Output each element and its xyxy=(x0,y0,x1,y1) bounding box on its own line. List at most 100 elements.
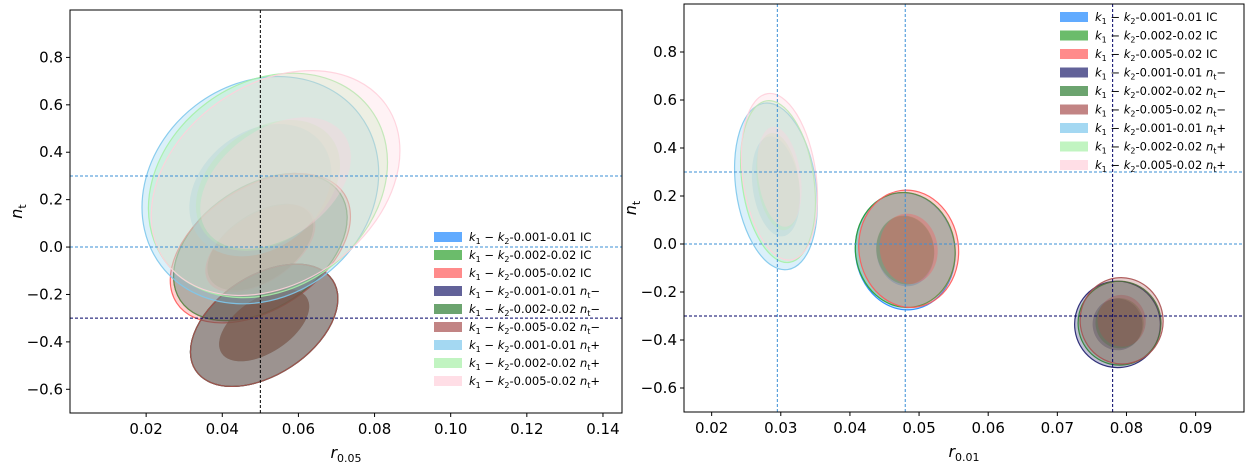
legend-label: k1 − k2-0.002-0.02 IC xyxy=(469,248,591,264)
legend-swatch xyxy=(1060,67,1088,78)
x-tick-label: 0.06 xyxy=(971,419,1004,437)
legend-swatch xyxy=(434,376,462,386)
legend-label: k1 − k2-0.002-0.02 nt− xyxy=(469,302,600,318)
x-tick-label: 0.04 xyxy=(833,419,866,437)
axes-frame xyxy=(683,3,1245,413)
legend-label: k1 − k2-0.005-0.02 nt− xyxy=(1095,103,1226,119)
contour-68 xyxy=(757,126,802,227)
legend-label: k1 − k2-0.005-0.02 IC xyxy=(469,266,591,282)
legend-swatch xyxy=(434,340,462,350)
legend-label: k1 − k2-0.002-0.02 nt+ xyxy=(1095,140,1226,156)
legend-swatch xyxy=(1060,49,1088,59)
y-tick-label: 0.2 xyxy=(653,187,677,205)
x-tick-label: 0.05 xyxy=(902,419,935,437)
x-tick-label: 0.04 xyxy=(206,420,239,438)
chart-panel-2: 0.02 0.03 0.04 0.05 0.06 0.07 0.08 0.09 −0.6 −0.4… xyxy=(621,3,1245,464)
contour-68 xyxy=(219,289,310,362)
contour-series-7 xyxy=(733,102,818,271)
contour-95 xyxy=(733,102,818,271)
y-tick-label: 0.6 xyxy=(653,91,677,109)
legend-swatch xyxy=(434,358,462,368)
y-tick-label: 0.0 xyxy=(39,238,63,256)
contour-series-4 xyxy=(1074,280,1161,369)
y-tick-label: 0.6 xyxy=(39,96,63,114)
legend-swatch xyxy=(1060,104,1088,115)
contour-68 xyxy=(756,133,800,231)
x-tick-label: 0.02 xyxy=(695,419,728,437)
x-axis-label: r0.01 xyxy=(948,442,979,464)
y-tick-label: −0.2 xyxy=(641,283,677,301)
legend-swatch xyxy=(1060,160,1088,170)
y-tick-label: 0.0 xyxy=(653,235,677,253)
contour-95 xyxy=(740,100,816,264)
contour-95 xyxy=(169,172,352,324)
y-tick-label: 0.8 xyxy=(653,43,677,61)
legend-label: k1 − k2-0.001-0.01 nt+ xyxy=(469,338,600,354)
x-tick-label: 0.06 xyxy=(282,420,315,438)
contour-68 xyxy=(1097,294,1146,347)
x-axis-label: r0.05 xyxy=(330,443,361,464)
contour-series-9 xyxy=(740,92,819,261)
legend-swatch xyxy=(1060,141,1088,152)
legend-swatch xyxy=(434,322,462,332)
legend-label: k1 − k2-0.002-0.02 IC xyxy=(1095,29,1217,45)
x-tick-label: 0.10 xyxy=(434,420,467,438)
contour-68 xyxy=(195,119,340,251)
y-tick-label: 0.4 xyxy=(39,143,63,161)
contour-68 xyxy=(879,213,938,284)
y-tick-label: −0.6 xyxy=(641,379,677,397)
x-tick-label: 0.12 xyxy=(510,420,543,438)
x-tick-label: 0.07 xyxy=(1041,419,1074,437)
y-tick-label: −0.4 xyxy=(641,331,677,349)
contour-95 xyxy=(858,189,960,309)
legend-label: k1 − k2-0.002-0.02 nt− xyxy=(1095,84,1226,100)
y-tick-label: 0.8 xyxy=(39,48,63,66)
axes-frame xyxy=(69,9,623,414)
contour-68 xyxy=(751,136,801,237)
chart-panel-1: 0.02 0.04 0.06 0.08 0.10 0.12 0.14 −0.6 −0.4 −0.2… xyxy=(7,9,623,464)
legend-label: k1 − k2-0.001-0.01 nt− xyxy=(1095,66,1226,82)
contour-68 xyxy=(1092,298,1143,351)
legend-swatch xyxy=(434,250,462,260)
legend-label: k1 − k2-0.001-0.01 nt+ xyxy=(1095,121,1226,137)
y-axis-label: nt xyxy=(7,204,29,219)
y-tick-label: −0.4 xyxy=(27,333,63,351)
y-tick-label: 0.2 xyxy=(39,191,63,209)
contour-series-6 xyxy=(1079,277,1164,365)
legend-swatch xyxy=(434,304,462,314)
x-tick-label: 0.08 xyxy=(1110,419,1143,437)
legend-label: k1 − k2-0.005-0.02 nt− xyxy=(469,320,600,336)
legend-label: k1 − k2-0.005-0.02 nt+ xyxy=(469,374,600,390)
x-tick-label: 0.08 xyxy=(358,420,391,438)
legend: k1 − k2-0.001-0.01 IC k1 − k2-0.002-0.02 … xyxy=(1060,10,1226,174)
legend-swatch xyxy=(434,232,462,242)
legend-label: k1 − k2-0.001-0.01 IC xyxy=(1095,10,1217,26)
contour-series-9 xyxy=(150,70,401,297)
legend-label: k1 − k2-0.005-0.02 nt+ xyxy=(1095,158,1226,174)
x-tick-label: 0.09 xyxy=(1179,419,1212,437)
contour-95 xyxy=(1077,280,1162,366)
x-tick-label: 0.02 xyxy=(129,420,162,438)
legend-swatch xyxy=(434,286,462,296)
legend-swatch xyxy=(1060,30,1088,41)
legend-swatch xyxy=(1060,123,1088,133)
legend-label: k1 − k2-0.001-0.01 nt− xyxy=(469,284,600,300)
y-tick-label: −0.2 xyxy=(27,285,63,303)
contour-95 xyxy=(150,70,401,297)
legend: k1 − k2-0.001-0.01 IC k1 − k2-0.002-0.02 … xyxy=(434,230,600,390)
y-tick-label: 0.4 xyxy=(653,139,677,157)
contour-68 xyxy=(1095,298,1144,349)
x-tick-label: 0.14 xyxy=(586,420,619,438)
contour-series-3 xyxy=(858,189,960,309)
x-tick-label: 0.03 xyxy=(764,419,797,437)
y-tick-label: −0.6 xyxy=(27,380,63,398)
contour-series-8 xyxy=(147,72,389,299)
contour-series-5 xyxy=(1077,280,1162,366)
plot-area xyxy=(141,70,401,388)
legend-label: k1 − k2-0.002-0.02 nt+ xyxy=(469,356,600,372)
contour-series-3 xyxy=(169,172,352,324)
legend-label: k1 − k2-0.005-0.02 IC xyxy=(1095,47,1217,63)
y-axis-label: nt xyxy=(621,200,643,215)
contour-68 xyxy=(200,117,351,249)
